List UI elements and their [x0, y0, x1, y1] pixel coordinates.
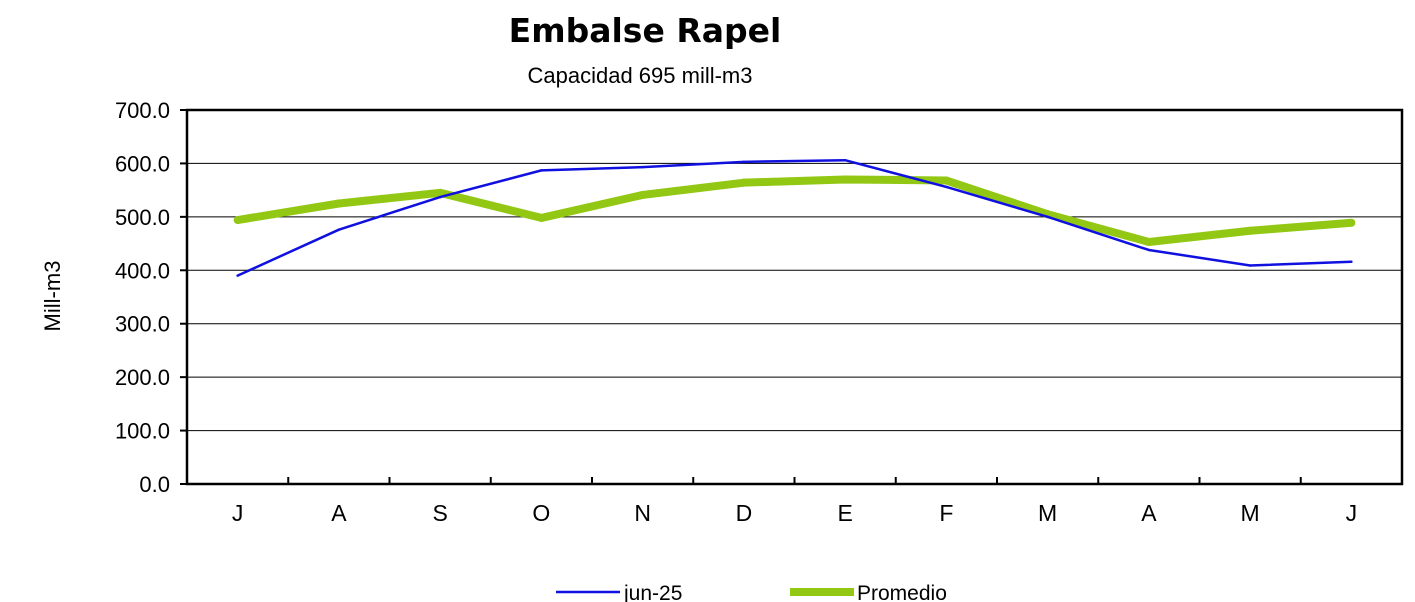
legend: jun-25 Promedio	[556, 582, 947, 602]
y-tick-label: 500.0	[115, 205, 170, 230]
x-tick-label: S	[432, 500, 447, 526]
grid-lines	[187, 162, 1402, 432]
chart-subtitle: Capacidad 695 mill-m3	[528, 63, 753, 88]
y-tick-label: 700.0	[115, 98, 170, 123]
data-point	[337, 228, 341, 231]
series-line	[236, 175, 1352, 246]
data-point	[1246, 226, 1255, 235]
y-tick-label: 600.0	[115, 151, 170, 176]
y-tick-label: 400.0	[115, 258, 170, 283]
x-tick-label: A	[331, 500, 347, 526]
data-point	[236, 274, 239, 277]
chart-title: Embalse Rapel	[509, 11, 782, 50]
x-tick-label: J	[232, 500, 244, 526]
y-tick-label: 300.0	[115, 312, 170, 337]
data-point	[1147, 248, 1151, 252]
data-point	[436, 188, 445, 197]
x-tick-label: E	[837, 500, 852, 526]
x-tick-label: A	[1141, 500, 1157, 526]
data-point	[945, 185, 948, 189]
y-tick-label: 0.0	[139, 472, 170, 497]
legend-item: Promedio	[790, 582, 947, 602]
x-tick-label: D	[736, 500, 753, 526]
data-point	[739, 178, 748, 187]
x-tick-label: M	[1241, 500, 1260, 526]
y-axis-label: Mill-m3	[40, 261, 65, 332]
data-point	[1248, 264, 1252, 267]
x-tick-label: J	[1346, 500, 1358, 526]
data-point	[1144, 237, 1153, 246]
series-jun-25	[236, 158, 1353, 277]
x-tick-label: F	[939, 500, 953, 526]
series-layer	[233, 158, 1356, 277]
data-point	[1350, 260, 1353, 263]
series-promedio	[233, 175, 1356, 246]
legend-label: Promedio	[857, 582, 947, 602]
data-point	[537, 213, 546, 222]
data-point	[438, 195, 442, 199]
y-tick-label: 100.0	[115, 419, 170, 444]
data-point	[1046, 215, 1049, 219]
y-tick-label: 200.0	[115, 365, 170, 390]
data-point	[334, 199, 343, 208]
plot-area-frame	[185, 108, 1404, 486]
x-tick-label: N	[634, 500, 651, 526]
axis-ticks: 0.0 100.0 200.0 300.0 400.0 500.0 600.0 700.0 J A…	[115, 98, 1357, 526]
data-point	[540, 169, 543, 172]
data-point	[942, 176, 951, 185]
data-point	[841, 175, 850, 184]
data-point	[641, 165, 644, 169]
data-point	[638, 190, 647, 199]
data-point	[843, 158, 847, 162]
x-tick-label: M	[1038, 500, 1057, 526]
series-line	[237, 158, 1352, 277]
legend-label: jun-25	[623, 582, 682, 602]
data-point	[742, 160, 746, 164]
x-tick-label: O	[532, 500, 550, 526]
legend-item: jun-25	[556, 582, 682, 602]
data-point	[233, 216, 242, 225]
data-point	[1347, 218, 1356, 227]
